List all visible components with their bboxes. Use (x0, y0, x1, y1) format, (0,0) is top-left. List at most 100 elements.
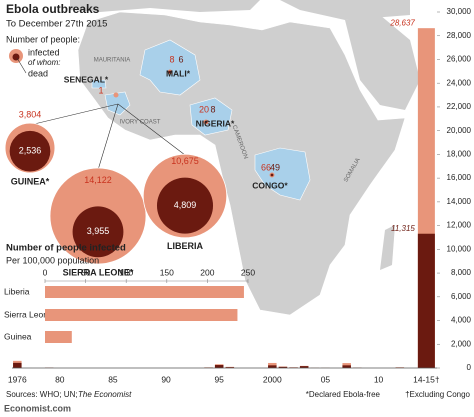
country-label: LIBERIA (167, 241, 204, 251)
bar (45, 331, 72, 343)
x-tick-label: 85 (108, 374, 118, 384)
x-tick-label: 2000 (263, 374, 282, 384)
bar (417, 233, 435, 368)
y-tick-label: 6,000 (451, 292, 472, 301)
x-tick-label: 1976 (8, 374, 27, 384)
affected-country (254, 147, 311, 201)
dead-count: 49 (270, 162, 280, 172)
y-tick-label: 10,000 (447, 244, 472, 253)
outbreak-dot (270, 173, 274, 177)
value-label: 11,315 (391, 224, 415, 233)
land (380, 225, 395, 270)
map (70, 0, 420, 316)
dead-count: 8 (210, 104, 215, 114)
outbreak-dot (113, 92, 119, 98)
x-tick-label: 10 (374, 374, 384, 384)
legend-title: Number of people: (6, 34, 80, 44)
dead-label: 3,955 (87, 226, 110, 236)
legend-note: of whom: (28, 58, 60, 67)
source: The Economist (78, 390, 132, 399)
country-label: CONGO* (252, 180, 288, 190)
x-tick-label: 05 (321, 374, 331, 384)
x-tick-label: 100 (119, 267, 133, 277)
source: Sources: WHO; UN; (6, 390, 78, 399)
bar (342, 365, 351, 368)
y-tick-label: 14,000 (447, 197, 472, 206)
y-tick-label: 24,000 (447, 78, 472, 87)
x-tick-label: 80 (55, 374, 65, 384)
y-tick-label: 12,000 (447, 221, 472, 230)
infected-count: 8 (169, 54, 174, 64)
leader-line (117, 103, 186, 156)
bar (299, 366, 309, 368)
dead-bubble (156, 177, 214, 234)
footnote: †Excluding Congo (405, 390, 470, 399)
legend-swatch (12, 53, 20, 61)
country-label: NIGERIA* (196, 118, 235, 128)
y-tick-label: 18,000 (447, 150, 472, 159)
x-tick-label: 50 (81, 267, 91, 277)
affected-country (104, 91, 131, 116)
infected-label: 10,675 (171, 156, 199, 166)
subtitle: To December 27th 2015 (6, 19, 107, 30)
x-tick-label: 200 (200, 267, 214, 277)
country-label: MALI* (166, 68, 191, 78)
affected-country (139, 39, 201, 96)
footnote: *Declared Ebola-free (306, 390, 381, 399)
y-tick-label: 0 (467, 363, 472, 372)
y-tick-label: 16,000 (447, 173, 472, 182)
category-label: Sierra Leone (4, 309, 53, 319)
land (345, 15, 420, 110)
affected-country (91, 79, 107, 89)
dead-bubble (72, 206, 124, 258)
brand: Economist.com (4, 403, 71, 413)
infected-count: 66 (261, 162, 271, 172)
y-tick-label: 30,000 (447, 7, 472, 16)
legend-label: dead (28, 68, 48, 78)
category-label: Liberia (4, 286, 30, 296)
dead-label: 4,809 (174, 200, 197, 210)
leader-line (97, 103, 119, 171)
title: Ebola outbreaks (6, 2, 100, 16)
bar (278, 366, 288, 368)
infected-label: 3,804 (19, 109, 42, 119)
infected-label: 14,122 (84, 175, 112, 185)
dead-label: 2,536 (19, 146, 42, 156)
y-tick-label: 22,000 (447, 102, 472, 111)
category-label: Guinea (4, 331, 32, 341)
place-label: IVORY COAST (120, 120, 161, 126)
bar (268, 365, 277, 368)
bar (13, 362, 22, 368)
value-label: 28,637 (389, 18, 415, 27)
land (70, 0, 260, 12)
x-tick-label: 250 (241, 267, 255, 277)
y-tick-label: 26,000 (447, 55, 472, 64)
country-label: GUINEA* (11, 176, 50, 186)
chart-subtitle: Per 100,000 population (6, 255, 99, 265)
bar (45, 286, 244, 298)
legend-label: infected (28, 47, 60, 57)
land (280, 0, 410, 20)
outbreak-dot (168, 70, 172, 74)
bar (45, 309, 238, 321)
country-label: SENEGAL* (64, 74, 109, 84)
x-tick-label: 150 (160, 267, 174, 277)
chart-title: Number of people infected (6, 243, 126, 254)
country-label: SIERRA LEONE* (63, 267, 134, 277)
x-tick-label: 95 (214, 374, 224, 384)
place-label: MAURITANIA (94, 58, 131, 64)
dead-count: 6 (178, 54, 183, 64)
infected-count: 20 (199, 104, 209, 114)
x-tick-label: 14-15† (413, 374, 440, 384)
leader-line (29, 103, 119, 126)
bar (214, 365, 224, 368)
x-tick-label: 0 (43, 267, 48, 277)
y-tick-label: 8,000 (451, 268, 472, 277)
legend-leader (16, 57, 27, 74)
y-tick-label: 28,000 (447, 31, 472, 40)
y-tick-label: 20,000 (447, 126, 472, 135)
infected-count: 1 (98, 85, 103, 95)
dead-bubble (9, 130, 51, 172)
